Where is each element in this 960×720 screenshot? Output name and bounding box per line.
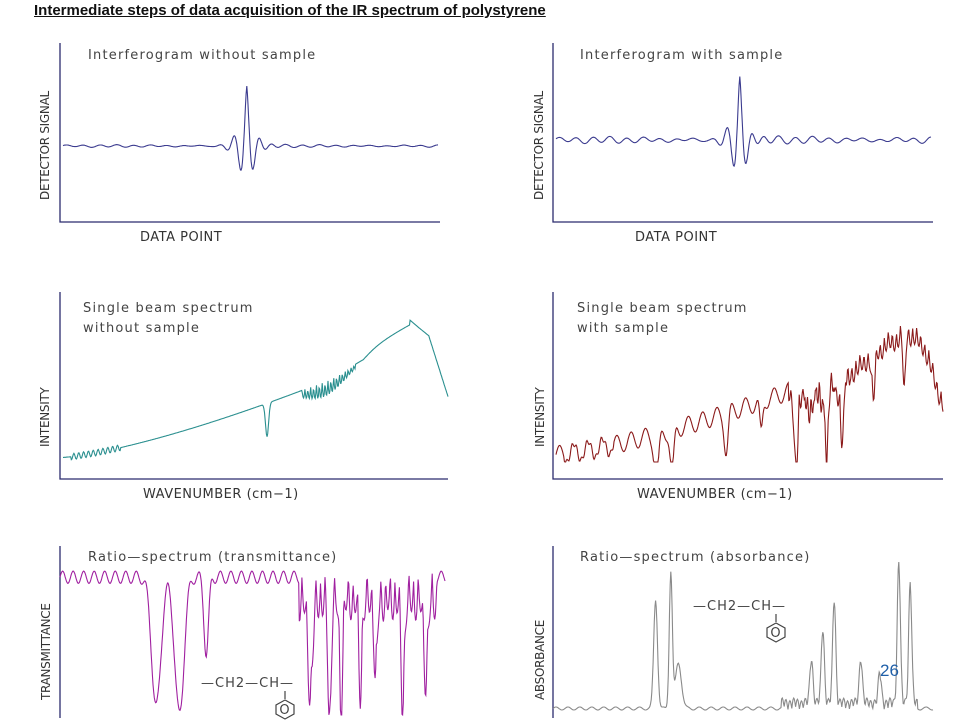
benzene-ring-label: O [279, 703, 290, 718]
panel-title: Ratio—spectrum (transmittance) [88, 550, 337, 565]
panel-title-line-2: with sample [577, 321, 669, 336]
x-axis-label: WAVENUMBER (cm−1) [143, 487, 299, 502]
panel-interferogram-without-sample: Interferogram without sample DETECTOR SI… [38, 43, 440, 245]
panel-single-beam-with-sample: Single beam spectrum with sample INTENSI… [533, 292, 944, 502]
panel-interferogram-with-sample: Interferogram with sample DETECTOR SIGNA… [532, 43, 933, 245]
axis-frame [552, 292, 943, 480]
panel-title: Interferogram with sample [580, 48, 783, 63]
y-axis-label: ABSORBANCE [533, 620, 547, 700]
polystyrene-structure: —CH2—CH— O [201, 676, 295, 720]
slide-title: Intermediate steps of data acquisition o… [34, 2, 546, 19]
axis-frame [59, 292, 448, 480]
panel-ratio-absorbance: Ratio—spectrum (absorbance) ABSORBANCE —… [533, 546, 934, 718]
y-axis-label: TRANSMITTANCE [39, 603, 53, 701]
page-number: 26 [880, 661, 899, 680]
series-line [59, 570, 446, 717]
series-line [555, 76, 932, 167]
benzene-ring-icon [766, 622, 786, 643]
panel-single-beam-without-sample: Single beam spectrum without sample INTE… [38, 292, 449, 502]
benzene-ring-label: O [770, 626, 781, 641]
x-axis-label: DATA POINT [140, 230, 222, 245]
structure-formula: —CH2—CH— [201, 676, 294, 691]
y-axis-label: DETECTOR SIGNAL [532, 91, 546, 200]
panel-title-line-1: Single beam spectrum [577, 301, 748, 316]
panel-title-line-1: Single beam spectrum [83, 301, 254, 316]
x-axis-label: DATA POINT [635, 230, 717, 245]
x-axis-label: WAVENUMBER (cm−1) [637, 487, 793, 502]
panel-ratio-transmittance: Ratio—spectrum (transmittance) TRANSMITT… [39, 546, 446, 720]
series-line [555, 325, 944, 463]
y-axis-label: DETECTOR SIGNAL [38, 91, 52, 200]
panel-title-line-2: without sample [83, 321, 200, 336]
y-axis-label: INTENSITY [533, 387, 547, 447]
benzene-ring-icon [275, 699, 295, 720]
structure-formula: —CH2—CH— [693, 599, 786, 614]
polystyrene-structure: —CH2—CH— O [693, 599, 786, 643]
series-line [62, 85, 438, 171]
series-line [552, 561, 934, 711]
y-axis-label: INTENSITY [38, 387, 52, 447]
panel-title: Ratio—spectrum (absorbance) [580, 550, 810, 565]
series-line [63, 319, 449, 461]
axis-frame [552, 43, 933, 223]
axis-frame [59, 43, 440, 223]
panel-title: Interferogram without sample [88, 48, 316, 63]
